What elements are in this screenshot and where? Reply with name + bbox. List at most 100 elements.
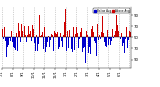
Bar: [77, 33, 78, 37]
Bar: [61, 37, 62, 41]
Bar: [123, 37, 124, 43]
Bar: [57, 32, 58, 37]
Bar: [114, 35, 115, 37]
Bar: [31, 37, 32, 41]
Bar: [18, 23, 19, 37]
Bar: [122, 37, 123, 46]
Bar: [94, 37, 95, 41]
Bar: [76, 27, 77, 37]
Bar: [9, 37, 10, 38]
Bar: [55, 33, 56, 37]
Bar: [49, 37, 50, 47]
Legend: Below Avg, Above Avg: Below Avg, Above Avg: [93, 8, 130, 13]
Bar: [126, 27, 127, 37]
Bar: [112, 29, 113, 37]
Bar: [89, 37, 90, 47]
Bar: [109, 37, 110, 39]
Bar: [50, 37, 51, 40]
Bar: [5, 37, 6, 41]
Bar: [11, 31, 12, 37]
Bar: [28, 26, 29, 37]
Bar: [67, 31, 68, 37]
Bar: [101, 32, 102, 37]
Bar: [12, 37, 13, 42]
Bar: [59, 25, 60, 37]
Bar: [38, 37, 39, 44]
Bar: [35, 37, 36, 51]
Bar: [91, 29, 92, 37]
Bar: [113, 37, 114, 38]
Bar: [110, 25, 111, 37]
Bar: [82, 37, 83, 52]
Bar: [3, 37, 4, 39]
Bar: [60, 29, 61, 37]
Bar: [14, 37, 15, 48]
Bar: [124, 37, 125, 53]
Bar: [73, 27, 74, 37]
Bar: [104, 37, 105, 42]
Bar: [79, 37, 80, 39]
Bar: [98, 37, 99, 40]
Bar: [41, 35, 42, 37]
Bar: [29, 34, 30, 37]
Bar: [54, 31, 55, 37]
Bar: [128, 33, 129, 37]
Bar: [25, 24, 26, 37]
Bar: [90, 37, 91, 54]
Bar: [8, 37, 9, 51]
Bar: [74, 37, 75, 50]
Bar: [92, 26, 93, 37]
Bar: [107, 30, 108, 37]
Bar: [83, 37, 84, 48]
Bar: [65, 32, 66, 37]
Bar: [96, 37, 97, 56]
Bar: [53, 37, 54, 51]
Bar: [22, 31, 23, 37]
Bar: [64, 22, 65, 37]
Bar: [40, 36, 41, 37]
Bar: [10, 37, 11, 41]
Bar: [6, 37, 7, 57]
Bar: [16, 33, 17, 37]
Bar: [44, 27, 45, 37]
Bar: [2, 37, 3, 38]
Bar: [102, 16, 103, 37]
Bar: [4, 27, 5, 37]
Bar: [48, 37, 49, 48]
Bar: [130, 32, 131, 37]
Bar: [46, 37, 47, 47]
Bar: [39, 15, 40, 37]
Bar: [20, 28, 21, 37]
Bar: [63, 35, 64, 37]
Bar: [106, 37, 107, 47]
Bar: [88, 37, 89, 44]
Bar: [27, 35, 28, 37]
Bar: [105, 37, 106, 46]
Bar: [17, 37, 18, 51]
Bar: [7, 37, 8, 42]
Bar: [97, 24, 98, 37]
Bar: [13, 37, 14, 47]
Bar: [33, 29, 34, 37]
Bar: [75, 34, 76, 37]
Bar: [42, 37, 43, 38]
Bar: [19, 37, 20, 54]
Bar: [111, 37, 112, 41]
Bar: [34, 37, 35, 43]
Bar: [95, 37, 96, 43]
Bar: [84, 37, 85, 47]
Bar: [116, 37, 117, 49]
Bar: [125, 37, 126, 39]
Bar: [100, 37, 101, 39]
Bar: [56, 34, 57, 37]
Bar: [99, 35, 100, 37]
Bar: [108, 37, 109, 45]
Bar: [71, 37, 72, 49]
Bar: [58, 37, 59, 49]
Bar: [93, 31, 94, 37]
Bar: [51, 34, 52, 37]
Bar: [81, 28, 82, 37]
Bar: [30, 31, 31, 37]
Bar: [68, 37, 69, 48]
Bar: [129, 31, 130, 37]
